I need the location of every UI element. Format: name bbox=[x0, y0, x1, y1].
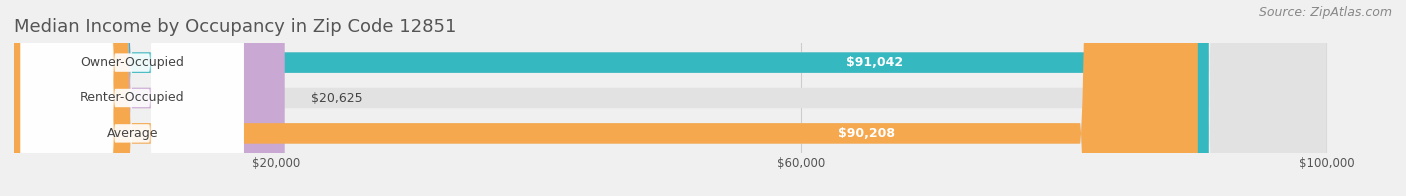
Text: Owner-Occupied: Owner-Occupied bbox=[80, 56, 184, 69]
Text: Source: ZipAtlas.com: Source: ZipAtlas.com bbox=[1258, 6, 1392, 19]
FancyBboxPatch shape bbox=[14, 0, 284, 196]
Text: $91,042: $91,042 bbox=[845, 56, 903, 69]
Text: $20,625: $20,625 bbox=[311, 92, 363, 104]
Text: $90,208: $90,208 bbox=[838, 127, 894, 140]
FancyBboxPatch shape bbox=[14, 0, 1326, 196]
Text: Median Income by Occupancy in Zip Code 12851: Median Income by Occupancy in Zip Code 1… bbox=[14, 18, 457, 36]
FancyBboxPatch shape bbox=[21, 0, 243, 196]
FancyBboxPatch shape bbox=[14, 0, 1209, 196]
Text: Average: Average bbox=[107, 127, 157, 140]
Text: Renter-Occupied: Renter-Occupied bbox=[80, 92, 184, 104]
FancyBboxPatch shape bbox=[21, 0, 243, 196]
FancyBboxPatch shape bbox=[14, 0, 1326, 196]
FancyBboxPatch shape bbox=[21, 0, 243, 196]
FancyBboxPatch shape bbox=[14, 0, 1198, 196]
FancyBboxPatch shape bbox=[14, 0, 1326, 196]
